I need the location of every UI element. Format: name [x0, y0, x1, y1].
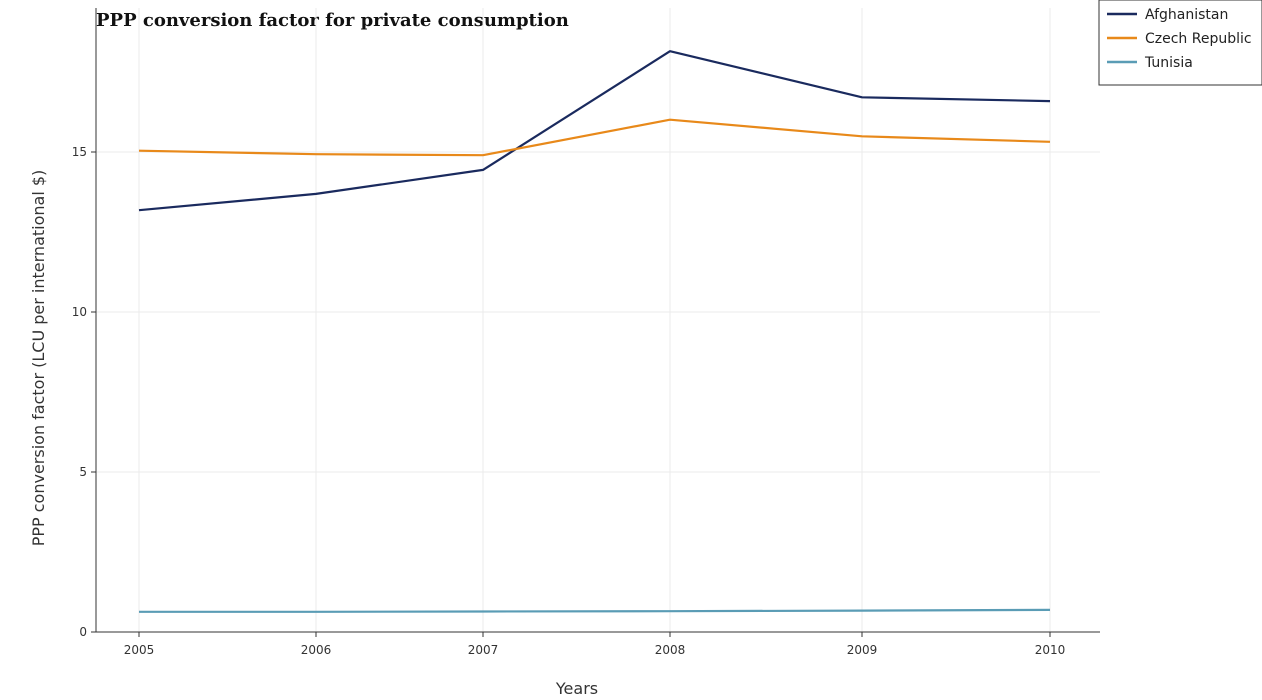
x-tick-label-2006: 2006 [301, 643, 332, 657]
x-tick-label-2010: 2010 [1035, 643, 1066, 657]
x-tick-label-2005: 2005 [124, 643, 155, 657]
legend-label-tunisia: Tunisia [1144, 55, 1193, 71]
x-axis-title: Years [555, 679, 598, 698]
y-tick-label-0: 0 [79, 625, 87, 639]
y-tick-label-15: 15 [72, 145, 87, 159]
y-tick-label-10: 10 [72, 305, 87, 319]
series-line-afghanistan [138, 50, 1051, 212]
series-line-tunisia [139, 608, 1051, 613]
x-tick-label-2009: 2009 [847, 643, 878, 657]
x-tick-label-2007: 2007 [468, 643, 499, 657]
legend: Afghanistan Czech Republic Tunisia [1098, 0, 1262, 86]
y-axis-title: PPP conversion factor (LCU per internati… [29, 170, 48, 547]
legend-label-afghanistan: Afghanistan [1145, 7, 1228, 23]
series-layer [138, 50, 1051, 613]
legend-label-czech-republic: Czech Republic [1145, 31, 1252, 47]
grid-layer [96, 8, 1100, 633]
series-line-czech-republic [138, 118, 1051, 157]
y-tick-label-5: 5 [79, 465, 87, 479]
axis-layer: 0 5 10 15 2005 2006 2007 2008 2009 2010 [72, 8, 1100, 657]
x-tick-label-2008: 2008 [655, 643, 686, 657]
chart-title: PPP conversion factor for private consum… [96, 10, 569, 31]
